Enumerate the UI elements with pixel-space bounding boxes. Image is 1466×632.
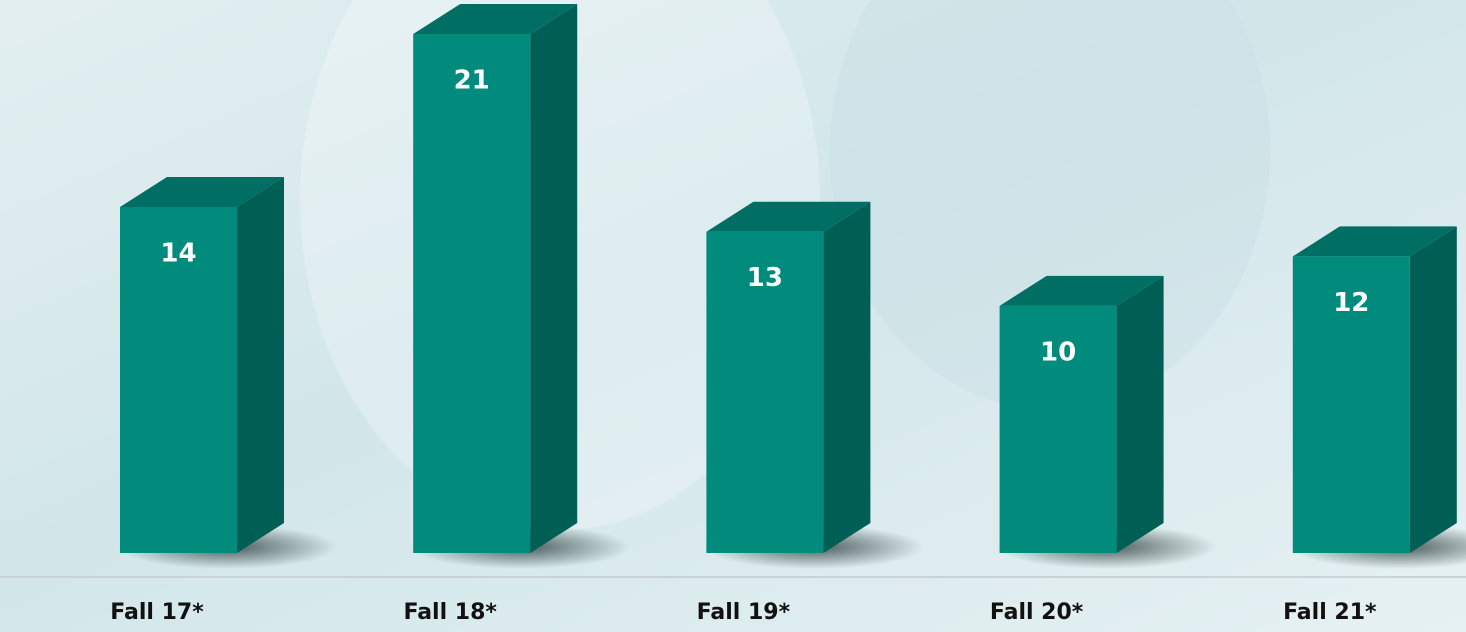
bar-side bbox=[1117, 276, 1164, 553]
bar-side bbox=[1410, 226, 1457, 553]
bar bbox=[413, 34, 530, 553]
bar-side bbox=[237, 177, 284, 553]
value-label: 12 bbox=[1333, 288, 1369, 318]
chart: 14 Fall 17* 21 Fall 18* 13 Fall 19* 10 Fall 20*… bbox=[0, 0, 1466, 632]
x-tick-label: Fall 17* bbox=[110, 600, 204, 625]
x-tick-label: Fall 21* bbox=[1283, 600, 1377, 625]
value-label: 14 bbox=[160, 239, 196, 269]
bar-side bbox=[530, 4, 577, 553]
bar-side bbox=[823, 202, 870, 553]
value-label: 13 bbox=[747, 263, 783, 293]
x-tick-label: Fall 18* bbox=[403, 600, 497, 625]
x-tick-label: Fall 20* bbox=[990, 600, 1084, 625]
value-label: 10 bbox=[1040, 337, 1076, 367]
x-tick-label: Fall 19* bbox=[697, 600, 791, 625]
value-label: 21 bbox=[454, 66, 490, 96]
